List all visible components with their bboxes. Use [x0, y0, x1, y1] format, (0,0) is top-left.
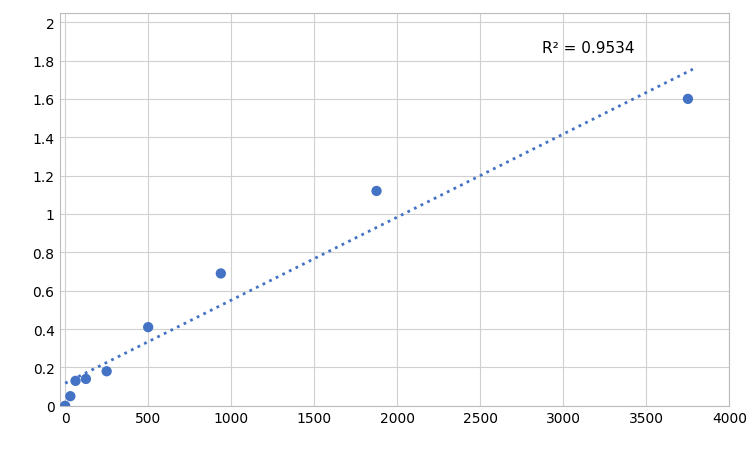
Text: R² = 0.9534: R² = 0.9534	[541, 41, 634, 55]
Point	[142, 324, 154, 331]
Point	[101, 368, 113, 375]
Point	[682, 96, 694, 103]
Point	[69, 377, 81, 385]
Point	[371, 188, 383, 195]
Point	[80, 376, 92, 383]
Point	[65, 393, 77, 400]
Point	[59, 402, 71, 410]
Point	[215, 270, 227, 277]
